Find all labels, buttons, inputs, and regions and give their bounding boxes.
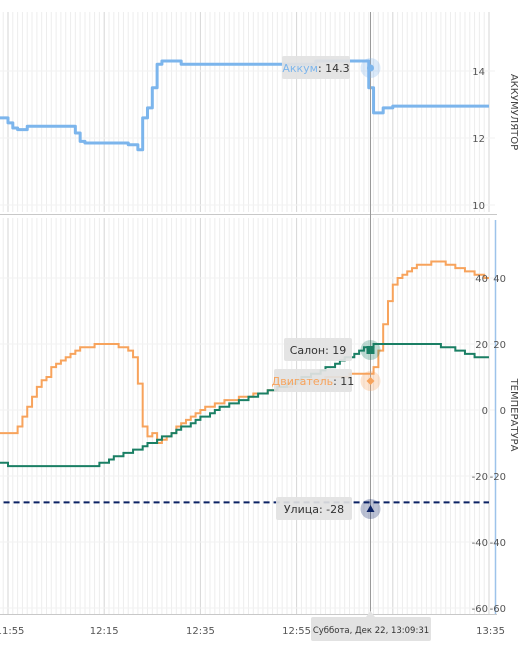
- marker: [366, 346, 375, 354]
- tooltip-Улица: Улица: -28: [276, 497, 381, 520]
- y-tick-label: 20: [475, 340, 488, 351]
- tooltip-text: Двигатель: 11: [272, 375, 355, 388]
- crosshair-label-pointer: [366, 611, 375, 617]
- y-tick-label: 0: [482, 406, 488, 417]
- crosshair-date-label: Суббота, Дек 22, 13:09:31: [311, 611, 431, 641]
- y-tick-label: -20: [472, 472, 488, 483]
- y-tick-label: -20: [490, 472, 506, 483]
- tooltip-box: [276, 497, 352, 520]
- x-tick-label: 12:15: [90, 626, 119, 637]
- x-tick-label: 13:35: [476, 626, 505, 637]
- battery-series-layer: [0, 59, 489, 152]
- x-tick-label: 12:55: [282, 626, 311, 637]
- series-line-Аккум: [0, 59, 489, 152]
- x-tick-label: 12:35: [186, 626, 215, 637]
- tooltip-Двигатель: Двигатель: 11: [272, 369, 381, 392]
- x-tick-label: 11:55: [0, 626, 24, 637]
- tooltip-text: Улица: -28: [284, 503, 344, 516]
- y-tick-label: 20: [493, 340, 506, 351]
- y-tick-label: 40: [475, 274, 488, 285]
- y-tick-label: -40: [490, 538, 506, 549]
- temperature-series-layer: [0, 260, 489, 504]
- series-line-Салон: [0, 343, 489, 468]
- tooltip-Салон: Салон: 19: [284, 338, 381, 361]
- y-tick-label: -60: [472, 604, 488, 615]
- tooltip-box: [284, 338, 352, 361]
- y-tick-label: 12: [472, 134, 485, 145]
- marker: [366, 377, 375, 385]
- tooltip-box: [282, 56, 350, 79]
- y-tick-label: 0: [500, 406, 506, 417]
- tooltip-Аккум: Аккум: 14.3: [282, 56, 381, 79]
- marker: [367, 64, 374, 72]
- axis-ticks: 14 12 10 40 20 0 -20 -40 -60 40 20 0 -20 -40 -60 11:55 1…: [0, 67, 506, 637]
- temperature-grid: [0, 218, 495, 614]
- series-line-Двигатель: [0, 260, 489, 444]
- y-tick-label: -60: [490, 604, 506, 615]
- marker: [366, 505, 375, 512]
- crosshair-label-box: [311, 617, 431, 641]
- tooltip-box: [274, 369, 352, 392]
- tooltip-text: Салон: 19: [290, 344, 347, 357]
- tooltip-layer: Аккум: 14.3 Салон: 19 Двигатель: 11 Улица: …: [272, 56, 431, 641]
- y-tick-label: 40: [493, 274, 506, 285]
- crosshair-label-text: Суббота, Дек 22, 13:09:31: [313, 626, 429, 636]
- battery-axis-title: АККУМУЛЯТОР: [508, 74, 519, 150]
- battery-grid: [0, 12, 495, 212]
- y-tick-label: 14: [472, 67, 485, 78]
- tooltip-text: Аккум: 14.3: [282, 62, 349, 75]
- temperature-axis-title: ТЕМПЕРАТУРА: [508, 378, 519, 452]
- y-tick-label: -40: [472, 538, 488, 549]
- y-tick-label: 10: [472, 201, 485, 212]
